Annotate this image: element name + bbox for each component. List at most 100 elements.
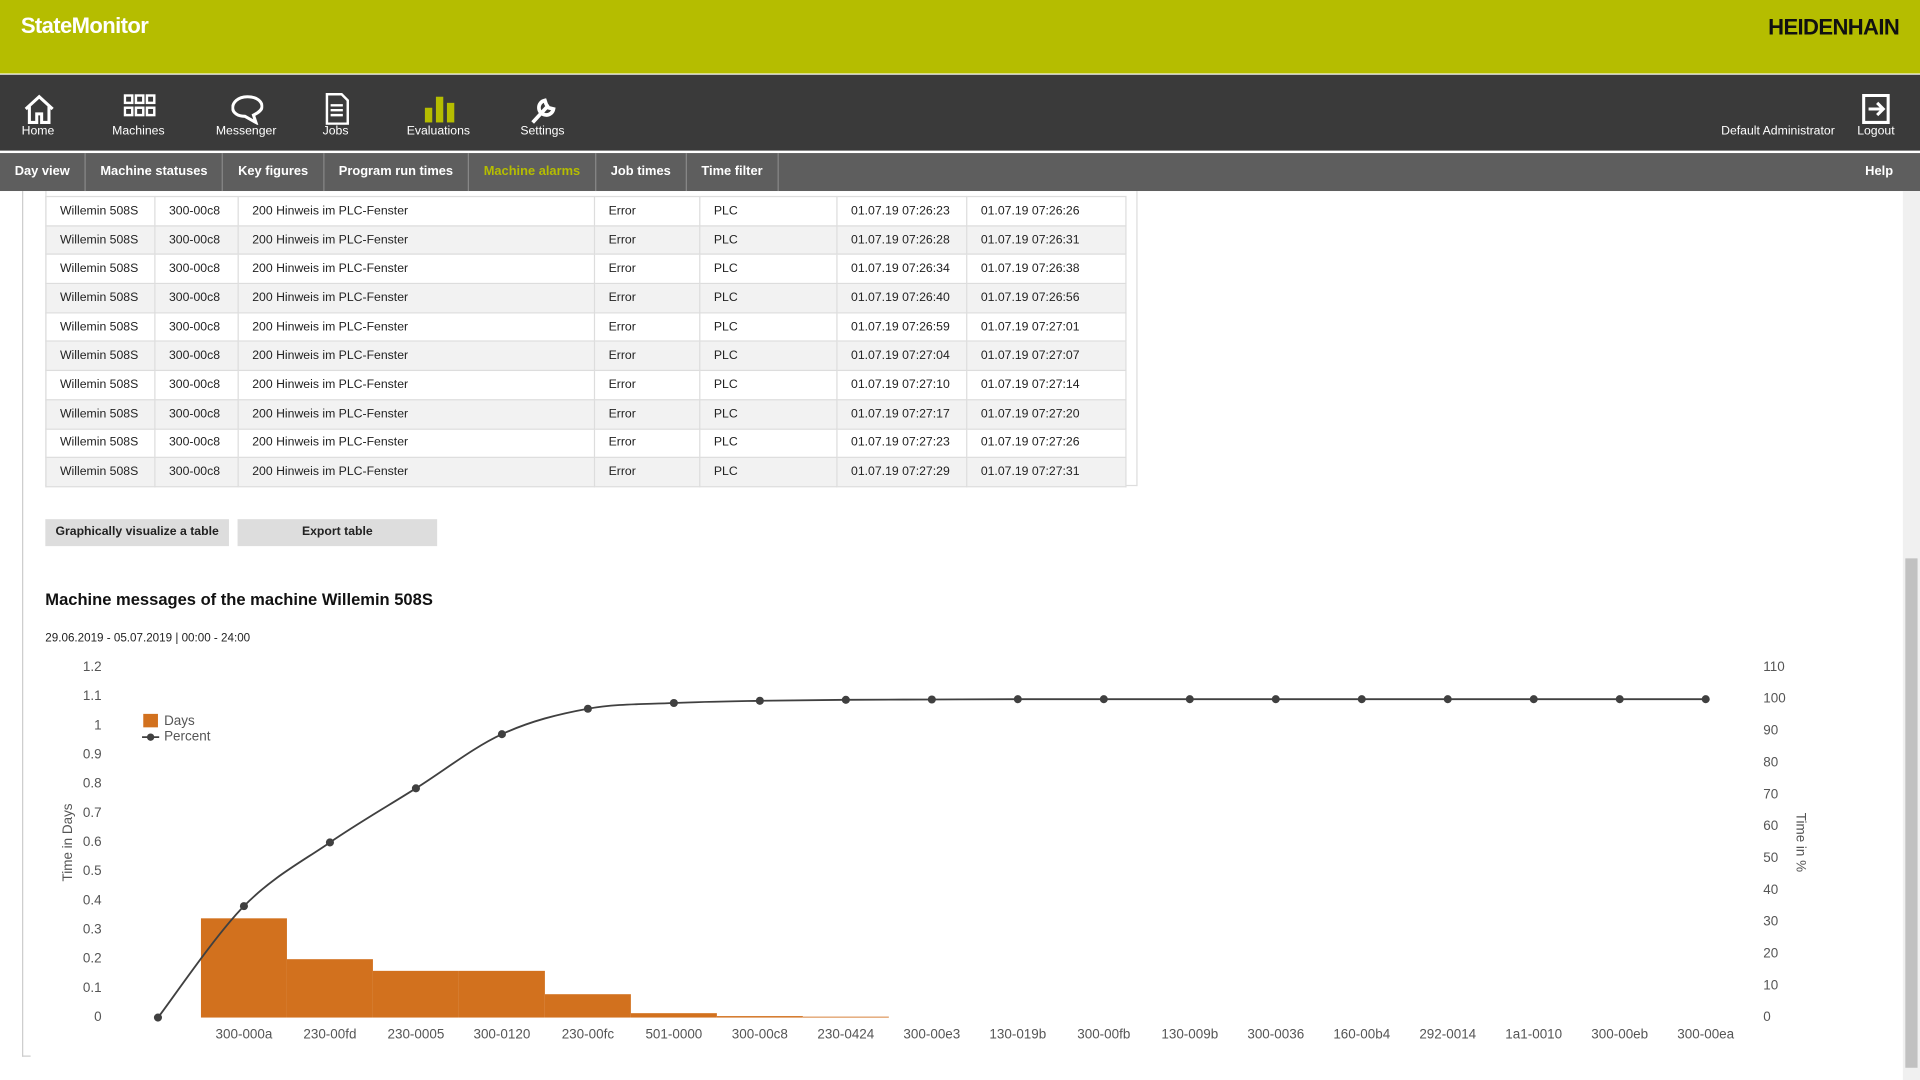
- bar: [716, 1016, 803, 1018]
- help[interactable]: Help: [1865, 164, 1894, 179]
- x-tick-label: 292-0014: [1419, 1026, 1476, 1041]
- table-row: Willemin 508S 300-00c8 200 Hinweis im PLC-…: [45, 456, 1127, 488]
- table-cell: 200 Hinweis im PLC-Fenster: [237, 456, 596, 488]
- subnav-item[interactable]: Program run times: [324, 153, 469, 192]
- x-tick-label: 1a1-0010: [1505, 1026, 1562, 1041]
- nav-icon: [231, 95, 264, 125]
- table-cell: 01.07.19 07:27:31: [966, 456, 1127, 488]
- point: [1529, 695, 1538, 704]
- table-cell: PLC: [699, 224, 838, 256]
- nav-label: Settings: [520, 124, 565, 139]
- chart-title: Machine messages of the machine Willemin…: [45, 590, 433, 609]
- table-cell: PLC: [699, 195, 838, 227]
- logout-label: Logout: [1857, 124, 1895, 139]
- table-cell: 01.07.19 07:27:04: [836, 340, 968, 372]
- point: [1013, 695, 1022, 704]
- table-cell: 200 Hinweis im PLC-Fenster: [237, 224, 596, 256]
- point: [755, 696, 764, 705]
- y-tick-label: 0: [94, 1009, 101, 1024]
- table-cell: Willemin 508S: [45, 427, 156, 459]
- table-cell: Willemin 508S: [45, 224, 156, 256]
- bar: [458, 970, 545, 1018]
- nav-icon: [325, 93, 349, 125]
- table-cell: Willemin 508S: [45, 456, 156, 488]
- point: [669, 698, 678, 708]
- frame: [22, 191, 31, 1057]
- nav-item[interactable]: Messenger: [191, 75, 301, 151]
- x-tick-label: 300-000a: [216, 1026, 273, 1041]
- brand: HEIDENHAIN: [1768, 14, 1900, 40]
- x-tick-label: 300-00eb: [1591, 1026, 1648, 1041]
- x-tick-label: 300-0120: [473, 1026, 530, 1041]
- point: [583, 704, 592, 713]
- table-cell: 200 Hinweis im PLC-Fenster: [237, 427, 596, 459]
- table-cell: 01.07.19 07:26:26: [966, 195, 1127, 227]
- nav-item[interactable]: Evaluations: [383, 75, 493, 151]
- line: [157, 698, 1706, 1019]
- bar: [286, 959, 373, 1018]
- export-button[interactable]: Export table: [237, 519, 438, 547]
- y2-axis-title: Time in %: [1793, 813, 1808, 872]
- x-tick-label: 230-00fc: [562, 1026, 615, 1041]
- x-tick-label: 501-0000: [645, 1026, 702, 1041]
- table-cell: 01.07.19 07:26:31: [966, 224, 1127, 256]
- y-tick-label: 0.1: [83, 980, 102, 995]
- y2-tick-label: 10: [1763, 977, 1778, 992]
- table-row: Willemin 508S 300-00c8 200 Hinweis im PLC-…: [45, 340, 1127, 372]
- table-cell: Error: [593, 369, 701, 401]
- nav-item[interactable]: Jobs: [280, 75, 390, 151]
- table-cell: PLC: [699, 282, 838, 314]
- x-tick-label: 230-0005: [387, 1026, 444, 1041]
- legend-swatch: [146, 733, 155, 741]
- subnav-item[interactable]: Day view: [0, 153, 86, 192]
- logout[interactable]: Logout: [1821, 75, 1920, 151]
- table-cell: PLC: [699, 253, 838, 285]
- bar: [630, 1013, 717, 1018]
- nav-item[interactable]: Home: [0, 75, 93, 151]
- table-cell: 01.07.19 07:27:07: [966, 340, 1127, 372]
- x-tick-label: 130-019b: [989, 1026, 1046, 1041]
- point: [497, 730, 506, 739]
- scroll-thumb[interactable]: [1905, 558, 1918, 1068]
- legend-label: Days: [164, 713, 195, 728]
- subnav-item[interactable]: Machine statuses: [86, 153, 224, 192]
- y2-tick-label: 60: [1763, 818, 1778, 833]
- point: [1185, 695, 1194, 704]
- scrollbar[interactable]: [1902, 191, 1920, 1080]
- nav-label: Machines: [112, 124, 165, 139]
- y2-tick-label: 100: [1763, 691, 1785, 706]
- table-cell: Error: [593, 195, 701, 227]
- y-axis-title: Time in Days: [60, 803, 75, 881]
- x-tick-label: 230-00fd: [303, 1026, 356, 1041]
- subnav-item[interactable]: Time filter: [687, 153, 779, 192]
- table-row: Willemin 508S 300-00c8 200 Hinweis im PLC-…: [45, 311, 1127, 343]
- table-cell: Error: [593, 224, 701, 256]
- nav-item[interactable]: Machines: [83, 75, 193, 151]
- y-tick-label: 0.6: [83, 834, 102, 849]
- table-cell: Willemin 508S: [45, 398, 156, 430]
- nav-label: Jobs: [322, 124, 349, 139]
- bar: [372, 970, 459, 1018]
- subnav-item[interactable]: Machine alarms: [469, 153, 597, 192]
- nav-icon: [24, 94, 54, 124]
- y2-tick-label: 40: [1763, 882, 1778, 897]
- subnav-item[interactable]: Key figures: [223, 153, 325, 192]
- table-cell: 01.07.19 07:27:14: [966, 369, 1127, 401]
- logout-icon: [1862, 93, 1890, 124]
- point: [841, 695, 850, 704]
- point: [239, 902, 248, 911]
- table-cell: 300-00c8: [154, 398, 239, 430]
- y-tick-label: 0.2: [83, 951, 102, 966]
- nav-icon: [424, 96, 455, 123]
- visualize-button[interactable]: Graphically visualize a table: [45, 519, 229, 547]
- nav-label: Messenger: [215, 124, 277, 139]
- subnav-item[interactable]: Job times: [596, 153, 687, 192]
- y2-tick-label: 30: [1763, 914, 1778, 929]
- table-cell: 200 Hinweis im PLC-Fenster: [237, 195, 596, 227]
- y-tick-label: 1: [94, 717, 101, 732]
- table-cell: 200 Hinweis im PLC-Fenster: [237, 340, 596, 372]
- legend-label: Percent: [164, 729, 211, 744]
- nav-item[interactable]: Settings: [487, 75, 597, 151]
- table-cell: 01.07.19 07:27:23: [836, 427, 968, 459]
